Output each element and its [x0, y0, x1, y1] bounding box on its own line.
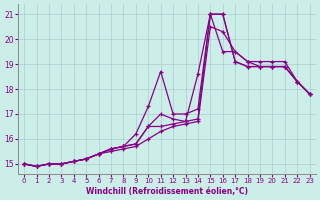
X-axis label: Windchill (Refroidissement éolien,°C): Windchill (Refroidissement éolien,°C) [86, 187, 248, 196]
